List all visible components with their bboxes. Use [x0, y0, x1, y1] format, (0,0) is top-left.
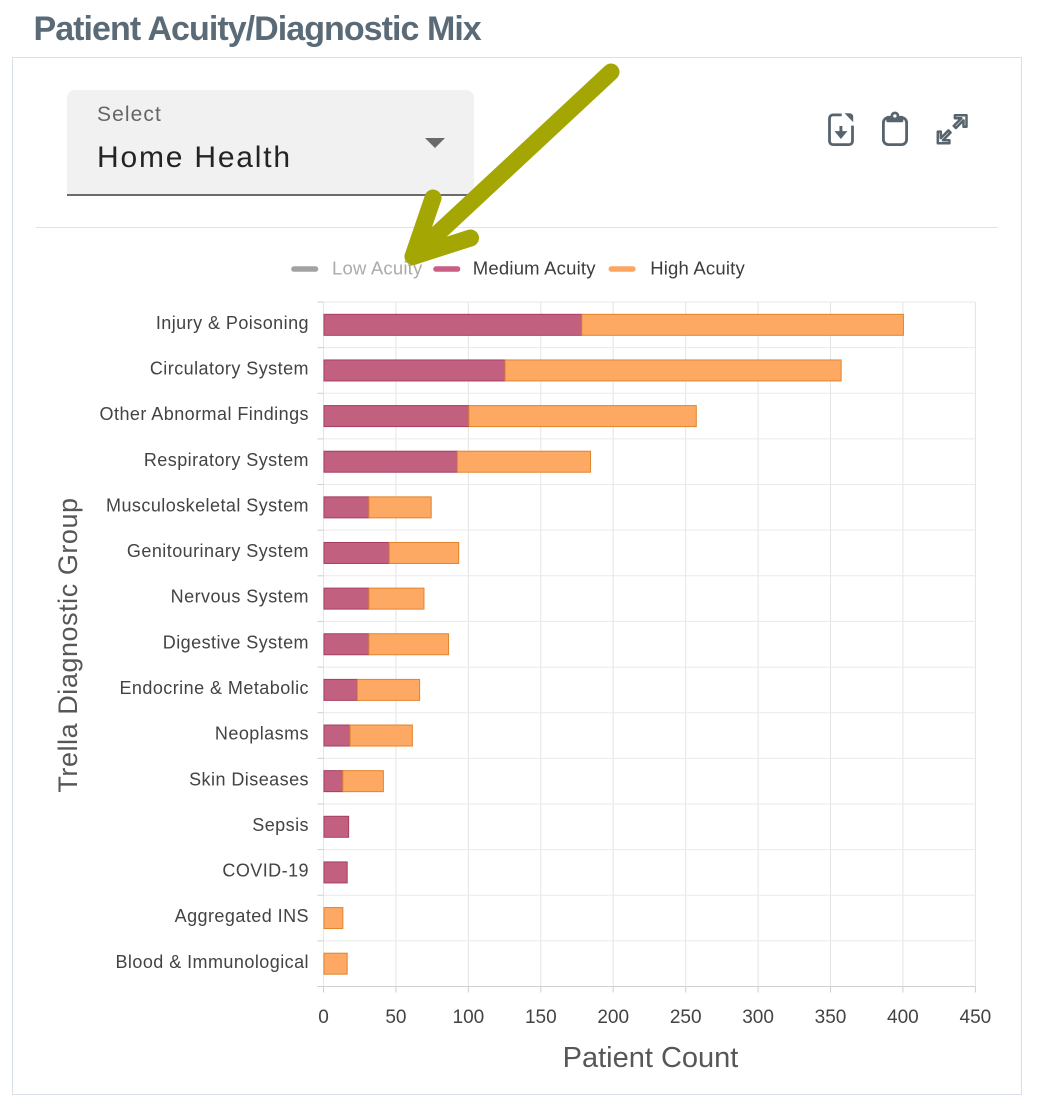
svg-text:Endocrine & Metabolic: Endocrine & Metabolic	[119, 678, 309, 698]
svg-text:High Acuity: High Acuity	[650, 258, 745, 279]
svg-text:Nervous System: Nervous System	[171, 587, 309, 607]
svg-text:Musculoskeletal System: Musculoskeletal System	[106, 495, 309, 515]
svg-text:Injury & Poisoning: Injury & Poisoning	[156, 313, 309, 333]
svg-text:Medium Acuity: Medium Acuity	[473, 258, 596, 279]
svg-text:Low Acuity: Low Acuity	[332, 258, 423, 279]
svg-text:250: 250	[670, 1007, 702, 1028]
svg-text:Trella Diagnostic Group: Trella Diagnostic Group	[53, 497, 83, 792]
svg-text:COVID-19: COVID-19	[222, 861, 309, 881]
svg-text:450: 450	[960, 1007, 992, 1028]
svg-text:Neoplasms: Neoplasms	[215, 724, 309, 744]
svg-text:100: 100	[453, 1007, 485, 1028]
svg-text:50: 50	[385, 1007, 406, 1028]
svg-text:400: 400	[887, 1007, 919, 1028]
svg-text:Skin Diseases: Skin Diseases	[189, 769, 309, 789]
svg-text:0: 0	[318, 1007, 329, 1028]
svg-text:350: 350	[815, 1007, 847, 1028]
svg-text:Patient Count: Patient Count	[563, 1042, 739, 1074]
svg-text:Blood & Immunological: Blood & Immunological	[115, 952, 309, 972]
svg-text:Circulatory System: Circulatory System	[150, 359, 309, 379]
svg-text:200: 200	[597, 1007, 629, 1028]
svg-text:150: 150	[525, 1007, 557, 1028]
svg-text:Sepsis: Sepsis	[252, 815, 309, 835]
svg-text:300: 300	[742, 1007, 774, 1028]
svg-text:Other Abnormal Findings: Other Abnormal Findings	[100, 404, 309, 424]
svg-text:Respiratory System: Respiratory System	[144, 450, 309, 470]
svg-text:Aggregated INS: Aggregated INS	[175, 906, 309, 926]
svg-text:Digestive System: Digestive System	[163, 632, 309, 652]
svg-text:Genitourinary System: Genitourinary System	[127, 541, 309, 561]
